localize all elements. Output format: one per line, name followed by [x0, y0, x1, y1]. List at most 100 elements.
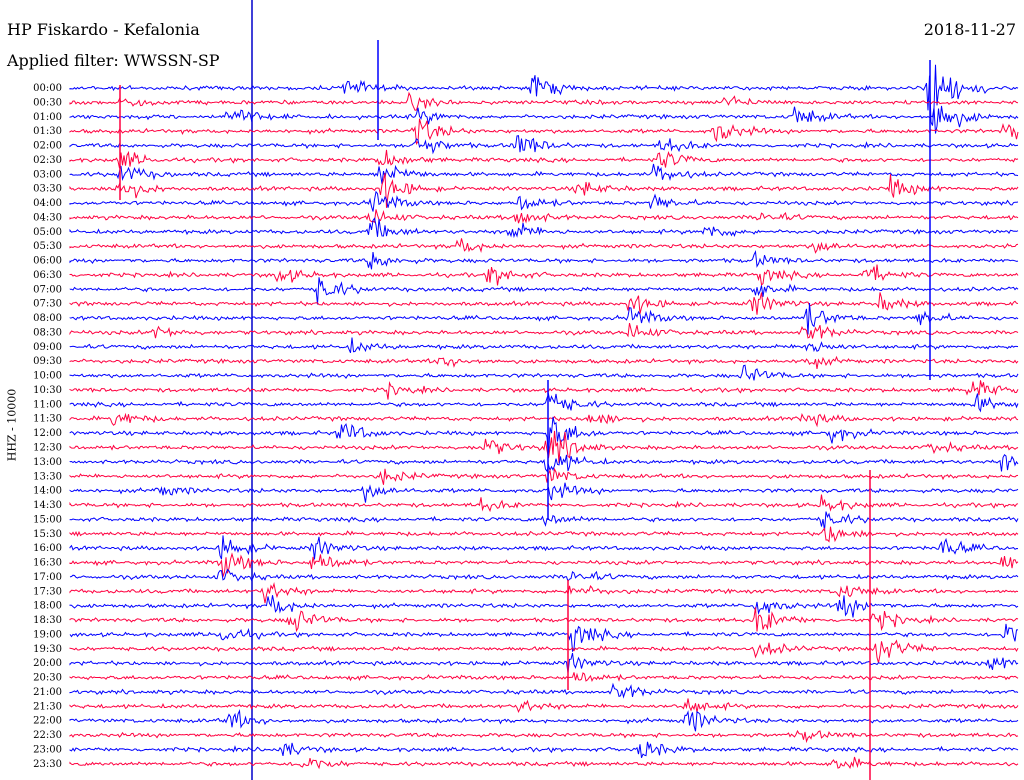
seismic-trace [69, 364, 1019, 381]
date-label: 2018-11-27 [923, 20, 1016, 39]
time-label: 16:30 [33, 558, 62, 569]
time-label: 12:30 [33, 443, 62, 454]
seismic-trace [69, 568, 1019, 583]
time-label: 04:00 [33, 198, 62, 209]
seismic-trace [69, 682, 1019, 699]
seismic-trace [69, 729, 1019, 744]
seismic-trace [69, 135, 1019, 155]
seismic-trace [69, 172, 1019, 208]
time-label: 16:00 [33, 543, 62, 554]
seismic-trace [69, 105, 1019, 134]
seismic-trace [69, 430, 1019, 464]
time-label: 17:00 [33, 572, 62, 583]
seismic-trace [69, 217, 1019, 239]
time-label: 20:00 [33, 658, 62, 669]
time-label: 20:30 [33, 673, 62, 684]
seismic-trace [69, 623, 1019, 653]
seismic-trace [69, 209, 1019, 224]
seismic-trace [69, 467, 1019, 485]
time-label: 10:30 [33, 385, 62, 396]
seismic-trace [69, 302, 1019, 335]
time-label: 22:30 [33, 730, 62, 741]
station-title: HP Fiskardo - Kefalonia [7, 20, 200, 39]
time-label: 01:00 [33, 112, 62, 123]
seismic-trace [69, 454, 1019, 473]
filter-label: Applied filter: WWSSN-SP [7, 51, 220, 70]
time-label: 11:00 [33, 399, 62, 410]
seismic-trace [69, 292, 1019, 315]
time-label: 07:30 [33, 299, 62, 310]
time-label: 11:30 [33, 414, 62, 425]
time-label: 17:30 [33, 586, 62, 597]
time-label: 19:30 [33, 644, 62, 655]
seismic-trace [69, 392, 1019, 413]
seismic-trace [69, 416, 1019, 457]
time-label: 21:00 [33, 687, 62, 698]
time-label: 13:30 [33, 471, 62, 482]
time-label: 18:30 [33, 615, 62, 626]
seismic-trace [69, 582, 1019, 604]
seismic-trace [69, 238, 1019, 254]
seismic-trace [69, 264, 1019, 286]
seismic-trace [69, 652, 1019, 674]
time-label: 03:30 [33, 184, 62, 195]
time-label: 03:00 [33, 169, 62, 180]
seismic-trace [69, 494, 1019, 513]
time-label: 15:30 [33, 529, 62, 540]
seismic-trace [69, 756, 1019, 770]
time-label: 02:00 [33, 141, 62, 152]
time-label: 18:00 [33, 601, 62, 612]
time-label: 02:30 [33, 155, 62, 166]
seismic-trace [69, 698, 1019, 714]
time-label: 23:30 [33, 759, 62, 770]
seismic-trace [69, 607, 1019, 633]
time-label: 13:00 [33, 457, 62, 468]
time-label: 06:30 [33, 270, 62, 281]
time-label: 05:00 [33, 227, 62, 238]
seismic-trace [69, 741, 1019, 758]
time-label: 00:30 [33, 97, 62, 108]
time-label: 05:30 [33, 241, 62, 252]
time-label: 14:30 [33, 500, 62, 511]
seismic-trace [69, 163, 1019, 185]
time-label: 12:00 [33, 428, 62, 439]
seismic-trace [69, 535, 1019, 560]
seismic-trace [69, 595, 1019, 618]
time-label: 21:30 [33, 701, 62, 712]
time-label: 00:00 [33, 83, 62, 94]
seismic-trace [69, 149, 1019, 169]
seismic-trace [69, 118, 1019, 146]
seismic-trace [69, 91, 1019, 111]
seismic-trace [69, 639, 1019, 664]
seismic-trace [69, 249, 1019, 270]
seismic-trace [69, 412, 1019, 428]
time-label: 06:00 [33, 256, 62, 267]
seismic-trace [69, 337, 1019, 353]
seismic-trace [69, 482, 1019, 503]
time-label: 14:00 [33, 486, 62, 497]
time-label: 19:00 [33, 629, 62, 640]
time-label: 07:00 [33, 284, 62, 295]
seismic-trace [69, 64, 1019, 126]
time-label: 08:00 [33, 313, 62, 324]
seismic-trace [69, 380, 1019, 400]
time-label: 08:30 [33, 327, 62, 338]
time-label: 15:00 [33, 514, 62, 525]
seismic-trace [69, 190, 1019, 212]
seismic-trace [69, 526, 1019, 543]
time-label: 23:00 [33, 744, 62, 755]
time-label: 09:30 [33, 356, 62, 367]
seismic-trace [69, 709, 1019, 732]
time-label: 10:00 [33, 371, 62, 382]
time-label: 04:30 [33, 212, 62, 223]
time-label: 09:00 [33, 342, 62, 353]
time-label: 22:00 [33, 716, 62, 727]
seismic-trace [69, 511, 1019, 531]
seismic-trace [69, 355, 1019, 369]
seismic-trace [69, 322, 1019, 339]
seismic-trace [69, 277, 1019, 305]
time-label: 01:30 [33, 126, 62, 137]
seismic-trace [69, 552, 1019, 577]
seismic-trace [69, 672, 1019, 682]
